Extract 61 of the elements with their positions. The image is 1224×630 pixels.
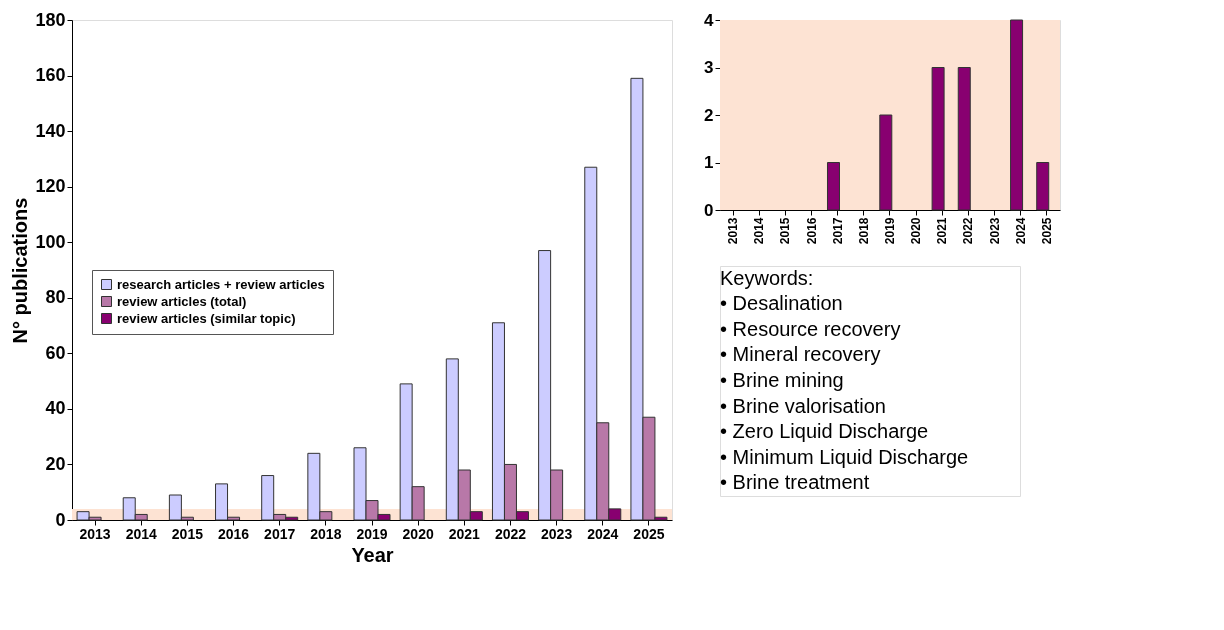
y-tick-label: 4 (704, 10, 715, 30)
text: • Minimum Liquid Discharge (720, 445, 969, 468)
x-tick-label: 2021 (448, 525, 481, 542)
y-tick-label: 40 (45, 398, 66, 419)
x-tick-label: 2023 (541, 525, 573, 542)
y-tick-label: 0 (704, 200, 714, 220)
legend-label: research articles + review articles (117, 276, 325, 292)
text: • Zero Liquid Discharge (720, 420, 929, 443)
x-tick-label: 2015 (171, 525, 204, 542)
x-tick-label: 2020 (909, 217, 924, 245)
legend-label: review articles (similar topic) (117, 310, 296, 326)
y-axis-title: N° publications (9, 197, 32, 344)
text: • Mineral recovery (720, 343, 881, 366)
x-tick-label: 2013 (79, 525, 111, 542)
y-tick-label: 60 (45, 342, 66, 363)
text: Keywords: (720, 266, 814, 289)
x-tick-label: 2024 (1013, 217, 1028, 245)
x-tick-label: 2019 (883, 217, 897, 245)
text: • Desalination (720, 292, 843, 315)
x-tick-label: 2020 (402, 525, 434, 542)
x-tick-label: 2025 (633, 525, 665, 542)
bar (879, 114, 893, 211)
text: • Brine treatment (720, 471, 870, 494)
x-axis-title: Year (351, 543, 394, 566)
x-tick-label: 2025 (1039, 217, 1054, 245)
y-tick-label: 140 (35, 120, 66, 141)
y-tick-label: 100 (35, 231, 66, 252)
x-tick-label: 2017 (264, 525, 296, 542)
y-tick-label: 120 (35, 176, 66, 197)
bar (826, 162, 840, 211)
text: • Brine mining (720, 369, 844, 391)
legend-label: review articles (total) (117, 293, 247, 309)
bar (931, 67, 945, 211)
y-tick-label: 80 (45, 287, 66, 308)
x-tick-label: 2018 (856, 217, 871, 245)
x-tick-label: 2024 (587, 525, 619, 542)
bar (1010, 19, 1024, 211)
x-tick-label: 2014 (125, 525, 158, 542)
bar (957, 67, 971, 211)
x-tick-label: 2014 (752, 217, 767, 245)
y-tick-label: 1 (704, 153, 714, 172)
x-tick-label: 2016 (804, 217, 819, 245)
y-tick-label: 20 (45, 453, 66, 474)
y-tick-label: 3 (704, 58, 714, 77)
text: • Brine valorisation (720, 394, 886, 417)
x-tick-label: 2015 (778, 217, 793, 245)
y-tick-label: 0 (55, 509, 66, 530)
x-tick-label: 2017 (830, 217, 845, 245)
bar (1036, 162, 1050, 211)
y-tick-label: 2 (704, 105, 714, 125)
x-tick-label: 2013 (726, 217, 741, 245)
x-tick-label: 2021 (935, 217, 950, 245)
text: • Resource recovery (720, 317, 901, 340)
x-tick-label: 2018 (310, 525, 342, 542)
y-tick-label: 160 (35, 65, 66, 86)
x-tick-label: 2016 (217, 525, 250, 542)
x-tick-label: 2019 (356, 525, 388, 542)
x-tick-label: 2022 (961, 217, 976, 245)
x-tick-label: 2023 (987, 217, 1002, 245)
x-tick-label: 2022 (494, 525, 527, 542)
y-tick-label: 180 (35, 9, 66, 30)
